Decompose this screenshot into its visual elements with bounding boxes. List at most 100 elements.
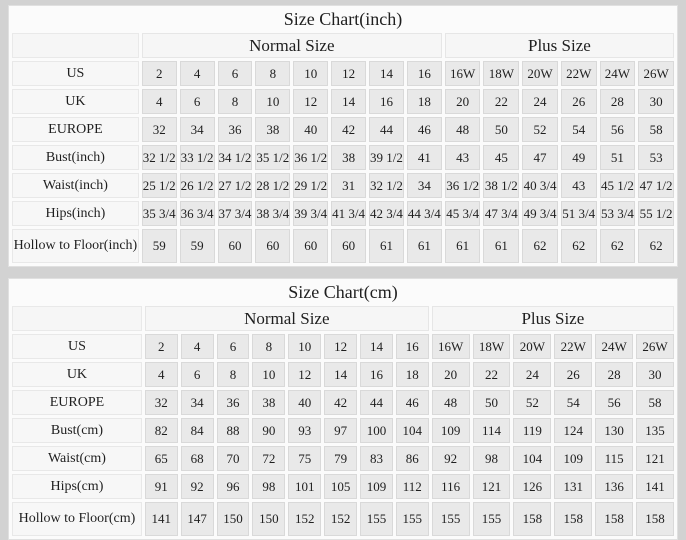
- size-cell: 4: [144, 362, 178, 387]
- size-cell: 8: [252, 334, 286, 359]
- size-cell: 104: [395, 418, 429, 443]
- row-label: EUROPE: [12, 390, 142, 415]
- size-cell: 24W: [599, 61, 636, 86]
- size-cell: 90: [252, 418, 286, 443]
- column-group-row: Normal Size Plus Size: [12, 306, 674, 331]
- size-cell: 48: [444, 117, 481, 142]
- size-cell: 28 1/2: [255, 173, 291, 198]
- size-cell: 14: [360, 334, 393, 359]
- size-cell: 10: [288, 334, 322, 359]
- size-cell: 37 3/4: [217, 201, 253, 226]
- table-row: UK 4 6 8 10 12 14 16 18 20 22 24 26 28 30: [12, 89, 674, 114]
- size-cell: 152: [324, 502, 358, 536]
- size-cell: 36 1/2: [444, 173, 481, 198]
- size-cell: 12: [331, 61, 367, 86]
- size-cell: 84: [180, 418, 214, 443]
- size-cell: 59: [179, 229, 215, 263]
- table-row: US 2 4 6 8 10 12 14 16 16W 18W 20W 22W 24W 26W: [12, 61, 674, 86]
- size-cell: 10: [293, 61, 329, 86]
- size-cell: 28: [599, 89, 636, 114]
- size-cell: 136: [595, 474, 634, 499]
- size-cell: 53: [638, 145, 674, 170]
- size-cell: 51 3/4: [560, 201, 597, 226]
- size-cell: 26 1/2: [179, 173, 215, 198]
- size-cell: 114: [472, 418, 511, 443]
- size-cell: 20: [431, 362, 470, 387]
- table-row: EUROPE 32 34 36 38 40 42 44 46 48 50 52 54 56 58: [12, 117, 674, 142]
- table-title: Size Chart(inch): [12, 9, 674, 30]
- size-cell: 36: [217, 117, 253, 142]
- size-cell: 62: [638, 229, 674, 263]
- size-cell: 10: [252, 362, 286, 387]
- size-cell: 32 1/2: [369, 173, 404, 198]
- size-cell: 38 3/4: [255, 201, 291, 226]
- size-cell: 28: [595, 362, 634, 387]
- size-cell: 18W: [472, 334, 511, 359]
- table-row: Bust(inch) 32 1/2 33 1/2 34 1/2 35 1/2 36 1/2…: [12, 145, 674, 170]
- size-cell: 34: [179, 117, 215, 142]
- size-cell: 65: [144, 446, 178, 471]
- size-cell: 92: [431, 446, 470, 471]
- size-cell: 58: [636, 390, 674, 415]
- size-cell: 61: [483, 229, 520, 263]
- size-cell: 4: [141, 89, 177, 114]
- table-row: Hips(cm) 91 92 96 98 101 105 109 112 116 121 126 131…: [12, 474, 674, 499]
- size-cell: 38: [252, 390, 286, 415]
- size-cell: 60: [331, 229, 367, 263]
- size-cell: 22W: [554, 334, 593, 359]
- size-cell: 98: [472, 446, 511, 471]
- size-cell: 60: [217, 229, 253, 263]
- size-cell: 62: [599, 229, 636, 263]
- size-cell: 30: [636, 362, 674, 387]
- size-cell: 16W: [444, 61, 481, 86]
- row-label: US: [12, 334, 142, 359]
- size-cell: 29 1/2: [293, 173, 329, 198]
- size-cell: 49: [560, 145, 597, 170]
- size-cell: 45: [483, 145, 520, 170]
- size-cell: 109: [431, 418, 470, 443]
- size-cell: 40: [288, 390, 322, 415]
- size-cell: 22: [472, 362, 511, 387]
- size-cell: 34 1/2: [217, 145, 253, 170]
- size-chart-table-cm: Size Chart(cm) Normal Size Plus Size US 2 4 6 8…: [8, 278, 678, 540]
- size-cell: 6: [180, 362, 214, 387]
- table-row: EUROPE 32 34 36 38 40 42 44 46 48 50 52 54 56 58: [12, 390, 674, 415]
- size-cell: 26: [554, 362, 593, 387]
- size-cell: 141: [636, 474, 674, 499]
- size-cell: 61: [406, 229, 442, 263]
- size-cell: 104: [513, 446, 552, 471]
- table-row: Hollow to Floor(inch) 59 59 60 60 60 60 61 61 61 6…: [12, 229, 674, 263]
- size-cell: 52: [513, 390, 552, 415]
- size-cell: 38: [255, 117, 291, 142]
- size-cell: 12: [324, 334, 358, 359]
- size-cell: 16: [395, 334, 429, 359]
- size-cell: 155: [395, 502, 429, 536]
- size-cell: 60: [255, 229, 291, 263]
- size-cell: 121: [472, 474, 511, 499]
- row-label: US: [12, 61, 139, 86]
- size-cell: 83: [360, 446, 393, 471]
- size-cell: 141: [144, 502, 178, 536]
- table-row: Bust(cm) 82 84 88 90 93 97 100 104 109 114 119 124 13…: [12, 418, 674, 443]
- size-cell: 126: [513, 474, 552, 499]
- size-cell: 44: [369, 117, 404, 142]
- size-cell: 39 1/2: [369, 145, 404, 170]
- size-cell: 59: [141, 229, 177, 263]
- size-cell: 47 1/2: [638, 173, 674, 198]
- column-group-row: Normal Size Plus Size: [12, 33, 674, 58]
- size-cell: 54: [554, 390, 593, 415]
- size-cell: 22W: [560, 61, 597, 86]
- size-cell: 53 3/4: [599, 201, 636, 226]
- row-label: Bust(inch): [12, 145, 139, 170]
- size-cell: 39 3/4: [293, 201, 329, 226]
- size-cell: 20W: [513, 334, 552, 359]
- column-group-plus-size: Plus Size: [431, 306, 674, 331]
- size-cell: 42 3/4: [369, 201, 404, 226]
- size-cell: 155: [472, 502, 511, 536]
- row-label: Hollow to Floor(inch): [12, 229, 139, 263]
- size-cell: 35 3/4: [141, 201, 177, 226]
- size-cell: 46: [395, 390, 429, 415]
- table-row: Hips(inch) 35 3/4 36 3/4 37 3/4 38 3/4 39 3/4…: [12, 201, 674, 226]
- table-row: UK 4 6 8 10 12 14 16 18 20 22 24 26 28 30: [12, 362, 674, 387]
